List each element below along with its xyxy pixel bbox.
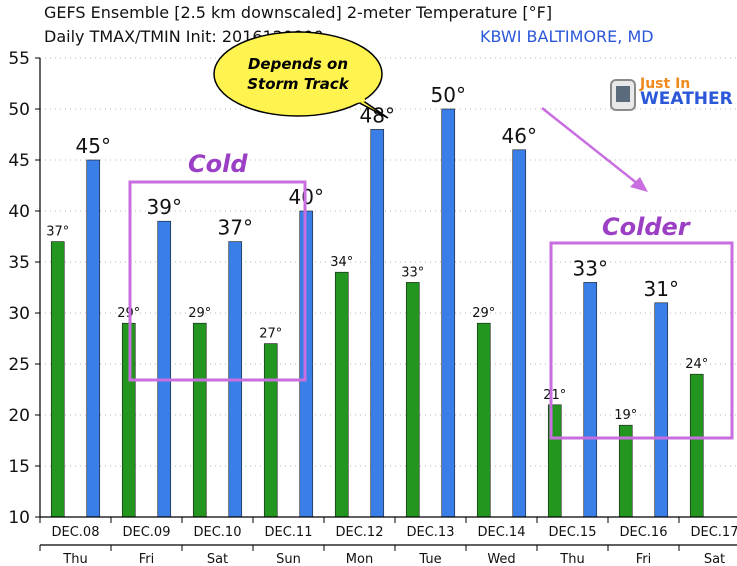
y-tick-label: 50 (8, 100, 30, 120)
tmax-bar-label: 33° (573, 256, 608, 280)
day-label: Sat (207, 552, 228, 566)
logo-line-1: Just In (639, 76, 690, 92)
colder-label: Colder (602, 213, 692, 241)
tmin-bar (334, 271, 349, 518)
date-label: DEC.11 (265, 525, 313, 540)
tmin-bar-label: 33° (401, 265, 424, 280)
callout-line-2: Storm Track (247, 75, 350, 93)
tmin-bar (476, 322, 491, 518)
tmax-bar (512, 149, 527, 518)
tmax-bar (370, 129, 385, 518)
y-tick-label: 20 (8, 406, 30, 426)
station-label: KBWI BALTIMORE, MD (480, 27, 654, 46)
day-label: Thu (559, 552, 584, 566)
tmax-bar-label: 37° (218, 216, 253, 240)
tmin-bar-label: 37° (46, 225, 69, 240)
bar-labels-layer: 37°29° 29°27°34°33°29°21°19°24°45°39°37°4… (46, 83, 708, 423)
day-label: Thu (62, 552, 87, 566)
tmin-bar-label: 24° (685, 357, 708, 372)
tmax-bar (157, 220, 172, 518)
x-axis: DEC.08 Thu DEC.09 Fri DEC.10 Sat DEC.11 Sun DEC.… (39, 517, 737, 566)
tmax-bar-label: 39° (147, 195, 182, 219)
y-tick-label: 55 (8, 49, 30, 69)
tmax-bar-label: 48° (360, 103, 395, 127)
tmax-bar-label: 45° (76, 134, 111, 158)
date-label: DEC.10 (194, 525, 242, 540)
y-axis: 10 15 20 25 30 35 40 45 50 55 (8, 49, 40, 528)
date-label: DEC.09 (123, 525, 171, 540)
chart-title: GEFS Ensemble [2.5 km downscaled] 2-mete… (44, 3, 552, 22)
day-label: Fri (636, 552, 652, 566)
y-tick-label: 10 (8, 508, 30, 528)
day-label: Fri (139, 552, 155, 566)
y-tick-label: 25 (8, 355, 30, 375)
tmin-bar (50, 241, 65, 518)
day-label: Mon (346, 552, 373, 566)
tmin-bar-label: 27° (259, 327, 282, 342)
y-tick-label: 30 (8, 304, 30, 324)
y-tick-label: 40 (8, 202, 30, 222)
date-label: DEC.16 (620, 525, 668, 540)
y-tick-label: 45 (8, 151, 30, 171)
date-label: DEC.15 (549, 525, 597, 540)
day-label: Tue (418, 552, 441, 566)
date-label: DEC.12 (336, 525, 384, 540)
tmax-bar (654, 302, 669, 518)
trend-arrow-icon (541, 107, 648, 192)
date-label: DEC.13 (407, 525, 455, 540)
tmin-bar-label: 21° (543, 388, 566, 403)
tmin-bar-label: 34° (330, 255, 353, 270)
tmin-bar (263, 343, 278, 518)
callout-line-1: Depends on (248, 55, 348, 73)
tmax-bar-label: 46° (502, 124, 537, 148)
phone-screen-icon (616, 86, 630, 102)
tmin-bar (192, 322, 207, 518)
tmin-bar (689, 373, 704, 518)
bars-layer (50, 108, 704, 518)
tmin-bar-label: 19° (614, 408, 637, 423)
date-label: DEC.08 (52, 525, 100, 540)
day-label: Wed (487, 552, 515, 566)
day-label: Sun (276, 552, 301, 566)
tmin-bar-label: 29° (472, 306, 495, 321)
tmin-bar-label: 29° (188, 306, 211, 321)
tmax-bar (86, 159, 101, 518)
colder-box (549, 241, 734, 440)
date-label: DEC.14 (478, 525, 526, 540)
tmax-bar-label: 31° (644, 277, 679, 301)
logo-line-2: WEATHER (640, 89, 733, 109)
tmin-bar (405, 282, 420, 518)
y-tick-label: 15 (8, 457, 30, 477)
cold-box (128, 180, 307, 382)
day-label: Sat (704, 552, 725, 566)
justinweather-logo: Just In WEATHER (610, 76, 733, 111)
tmax-bar (583, 282, 598, 518)
tmax-bar (441, 108, 456, 518)
date-label: DEC.17 (691, 525, 737, 540)
y-tick-label: 35 (8, 253, 30, 273)
cold-label: Cold (188, 150, 248, 178)
storm-track-callout: Depends on Storm Track (213, 31, 389, 119)
tmax-bar-label: 50° (431, 83, 466, 107)
